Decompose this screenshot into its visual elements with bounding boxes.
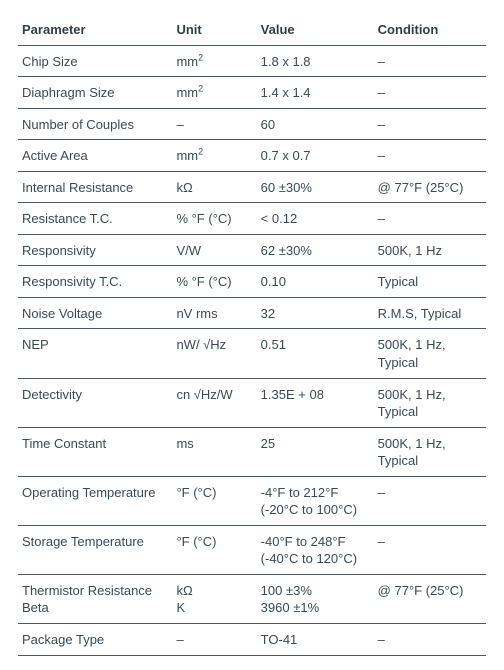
cell-value: TO-41 [257,624,374,656]
cell-unit: mm2 [172,77,256,109]
cell-condition: – [374,476,486,525]
cell-condition: @ 77°F (25°C) [374,574,486,623]
col-header-parameter: Parameter [18,14,172,45]
cell-parameter: Operating Temperature [18,476,172,525]
table-row: Noise VoltagenV rms32R.M.S, Typical [18,297,486,329]
cell-unit: kΩK [172,574,256,623]
cell-value: 32 [257,297,374,329]
table-row: Thermistor ResistanceBetakΩK100 ±3%3960 … [18,574,486,623]
cell-unit: – [172,624,256,656]
cell-unit: °F (°C) [172,525,256,574]
cell-parameter: Responsivity T.C. [18,266,172,298]
cell-value: 1.8 x 1.8 [257,45,374,77]
cell-unit: kΩ [172,171,256,203]
cell-parameter: Number of Couples [18,108,172,140]
cell-parameter: Chip Size [18,45,172,77]
table-row: Storage Temperature°F (°C)-40°F to 248°F… [18,525,486,574]
col-header-unit: Unit [172,14,256,45]
table-row: ResponsivityV/W62 ±30%500K, 1 Hz [18,234,486,266]
cell-condition: – [374,140,486,172]
cell-parameter: Responsivity [18,234,172,266]
cell-unit: – [172,108,256,140]
cell-condition: 500K, 1 Hz, Typical [374,378,486,427]
cell-condition: 500K, 1 Hz, Typical [374,329,486,378]
cell-condition: – [374,624,486,656]
table-row: Chip Sizemm21.8 x 1.8– [18,45,486,77]
cell-value: < 0.12 [257,203,374,235]
cell-unit: cn √Hz/W [172,378,256,427]
table-header-row: Parameter Unit Value Condition [18,14,486,45]
spec-table: Parameter Unit Value Condition Chip Size… [18,14,486,656]
cell-condition: – [374,525,486,574]
cell-parameter: Diaphragm Size [18,77,172,109]
col-header-value: Value [257,14,374,45]
cell-unit: nW/ √Hz [172,329,256,378]
cell-value: -40°F to 248°F(-40°C to 120°C) [257,525,374,574]
table-row: Package Type–TO-41– [18,624,486,656]
cell-condition: R.M.S, Typical [374,297,486,329]
cell-condition: – [374,108,486,140]
cell-parameter: Noise Voltage [18,297,172,329]
cell-condition: @ 77°F (25°C) [374,171,486,203]
cell-value: 0.7 x 0.7 [257,140,374,172]
cell-condition: Typical [374,266,486,298]
cell-condition: 500K, 1 Hz, Typical [374,427,486,476]
cell-parameter: Internal Resistance [18,171,172,203]
cell-parameter: Detectivity [18,378,172,427]
cell-value: 62 ±30% [257,234,374,266]
cell-unit: mm2 [172,140,256,172]
cell-parameter: Thermistor ResistanceBeta [18,574,172,623]
cell-value: 0.51 [257,329,374,378]
cell-parameter: Package Type [18,624,172,656]
table-row: Number of Couples–60– [18,108,486,140]
cell-condition: – [374,45,486,77]
table-row: Responsivity T.C.% °F (°C)0.10Typical [18,266,486,298]
cell-value: 1.35E + 08 [257,378,374,427]
cell-unit: % °F (°C) [172,266,256,298]
cell-unit: V/W [172,234,256,266]
cell-parameter: NEP [18,329,172,378]
table-body: Chip Sizemm21.8 x 1.8–Diaphragm Sizemm21… [18,45,486,655]
cell-parameter: Resistance T.C. [18,203,172,235]
cell-parameter: Active Area [18,140,172,172]
cell-value: 100 ±3%3960 ±1% [257,574,374,623]
cell-value: 60 [257,108,374,140]
cell-value: 25 [257,427,374,476]
table-row: Active Areamm20.7 x 0.7– [18,140,486,172]
cell-unit: °F (°C) [172,476,256,525]
cell-unit: % °F (°C) [172,203,256,235]
table-row: Diaphragm Sizemm21.4 x 1.4– [18,77,486,109]
cell-condition: – [374,77,486,109]
table-row: Time Constantms25500K, 1 Hz, Typical [18,427,486,476]
cell-condition: 500K, 1 Hz [374,234,486,266]
cell-condition: – [374,203,486,235]
cell-value: 60 ±30% [257,171,374,203]
cell-parameter: Time Constant [18,427,172,476]
cell-unit: nV rms [172,297,256,329]
table-row: Detectivitycn √Hz/W1.35E + 08500K, 1 Hz,… [18,378,486,427]
cell-value: 1.4 x 1.4 [257,77,374,109]
col-header-condition: Condition [374,14,486,45]
table-row: Resistance T.C.% °F (°C)< 0.12– [18,203,486,235]
cell-value: 0.10 [257,266,374,298]
cell-value: -4°F to 212°F(-20°C to 100°C) [257,476,374,525]
cell-parameter: Storage Temperature [18,525,172,574]
cell-unit: ms [172,427,256,476]
cell-unit: mm2 [172,45,256,77]
table-row: Operating Temperature°F (°C)-4°F to 212°… [18,476,486,525]
table-row: NEPnW/ √Hz0.51500K, 1 Hz, Typical [18,329,486,378]
table-row: Internal ResistancekΩ60 ±30%@ 77°F (25°C… [18,171,486,203]
